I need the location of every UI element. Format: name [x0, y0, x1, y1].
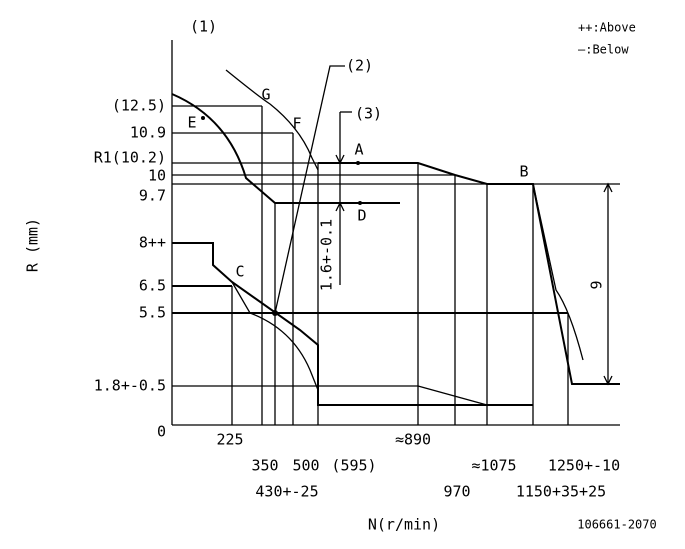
- y-label: 10.9: [130, 124, 166, 142]
- point-label: F: [292, 115, 301, 133]
- point-label: D: [357, 207, 366, 225]
- y-label: 6.5: [139, 277, 166, 295]
- x-label: (595): [331, 457, 376, 475]
- x-label: ≈890: [395, 431, 431, 449]
- x-label: 225: [216, 431, 243, 449]
- point-label: E: [187, 114, 196, 132]
- x-label: ≈1075: [471, 457, 516, 475]
- legend-entry: ++:Above: [578, 21, 636, 35]
- y-label: R1(10.2): [94, 149, 166, 167]
- x-label: 430+-25: [255, 483, 318, 501]
- y-label: 5.5: [139, 304, 166, 322]
- y-label: 10: [148, 167, 166, 185]
- y-axis-title: R (mm): [24, 218, 42, 272]
- x-label: 350: [251, 457, 278, 475]
- x-label: 500: [292, 457, 319, 475]
- drawing-number: 106661-2070: [577, 518, 656, 532]
- y-label: 0: [157, 423, 166, 441]
- dimension: 1.6+-0.1: [318, 219, 336, 291]
- legend-entry: —:Below: [578, 43, 629, 57]
- x-label: 1150+35+25: [516, 483, 606, 501]
- drawing: [171, 40, 620, 426]
- y-label: 1.8+-0.5: [94, 377, 166, 395]
- point-label: A: [354, 141, 363, 159]
- callout: (2): [346, 57, 373, 75]
- dimension: 9: [588, 280, 606, 289]
- point-label: C: [235, 263, 244, 281]
- point-label: G: [261, 86, 270, 104]
- ref: (1): [190, 18, 217, 36]
- y-label: 9.7: [139, 187, 166, 205]
- point-label: B: [519, 163, 528, 181]
- y-label: (12.5): [112, 97, 166, 115]
- x-label: 970: [443, 483, 470, 501]
- callout: (3): [355, 105, 382, 123]
- x-label: 1250+-10: [548, 457, 620, 475]
- y-label: 8++: [139, 234, 166, 252]
- x-axis-title: N(r/min): [368, 516, 440, 534]
